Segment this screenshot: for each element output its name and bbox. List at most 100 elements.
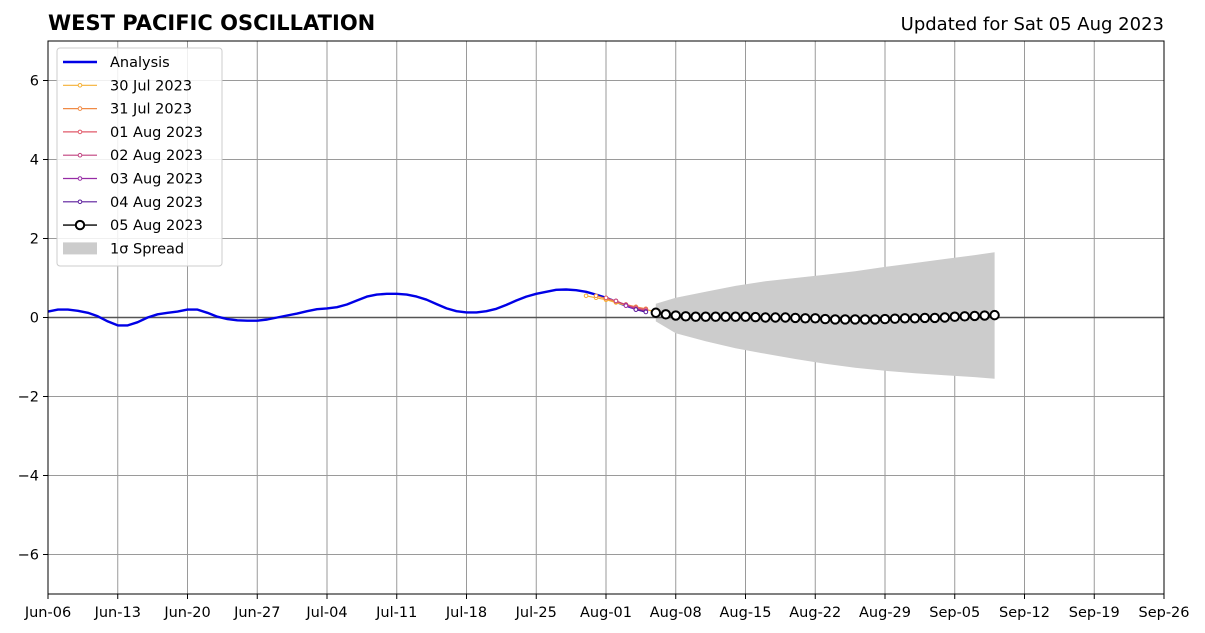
latest-forecast-point [949,311,960,322]
y-tick-label: −6 [18,548,39,564]
forecast-point [603,295,609,301]
latest-forecast-point [869,314,881,325]
series-analysis [47,288,647,327]
latest-forecast-point [899,313,911,324]
x-tick-label: Sep-05 [929,605,980,621]
latest-forecast-point [770,312,781,323]
series-forecast [633,307,649,315]
latest-forecast-point [820,313,831,325]
y-tick-label: −2 [18,390,39,406]
latest-forecast-point [720,311,731,322]
latest-forecast-point [959,311,970,322]
updated-date: Updated for Sat 05 Aug 2023 [901,14,1164,35]
forecast-point [593,293,599,299]
legend: Analysis 30 Jul 2023 31 Jul 2023 01 Aug 202… [56,47,223,267]
x-tick-label: Jul-18 [445,605,487,621]
legend-item: 31 Jul 2023 [63,102,192,118]
series [47,288,1000,327]
latest-forecast-point [859,314,871,325]
forecast-point [643,309,649,315]
legend-label: 30 Jul 2023 [110,78,192,94]
legend-label: 1σ Spread [110,241,184,257]
latest-forecast-point [829,314,841,325]
latest-forecast-point [680,311,691,322]
legend-item: 30 Jul 2023 [63,78,192,94]
latest-forecast-point [929,312,941,324]
forecast-point [623,303,629,308]
latest-forecast-point [839,314,851,325]
legend-label: 04 Aug 2023 [110,195,203,211]
legend-marker [77,176,83,181]
x-tick-label: Aug-08 [650,605,702,621]
y-tick-label: 0 [30,311,39,327]
latest-forecast-point [979,310,990,321]
legend-label: 31 Jul 2023 [110,102,192,118]
latest-forecast-point [700,311,711,322]
chart-title: WEST PACIFIC OSCILLATION [48,11,375,35]
latest-forecast-point [650,307,662,318]
y-tick-label: 2 [30,232,39,248]
x-tick-label: Sep-19 [1069,605,1120,621]
forecast-point [613,298,619,304]
x-tick-label: Sep-12 [999,605,1050,621]
latest-forecast-point [790,312,801,324]
latest-forecast-point [919,312,931,324]
latest-forecast-point [690,311,701,322]
latest-forecast-point [939,312,950,323]
legend-item: 04 Aug 2023 [63,195,203,211]
x-tick-label: Jul-25 [515,605,557,621]
latest-forecast-point [730,311,741,322]
y-tick-label: 6 [30,74,39,90]
latest-forecast-point [780,312,791,323]
y-tick-label: 4 [30,153,39,169]
x-tick-label: Jun-27 [233,605,280,621]
legend-marker [77,106,83,111]
series-latest [650,307,1000,325]
forecast-point [633,307,639,312]
legend-item: 05 Aug 2023 [63,218,203,234]
legend-marker [77,199,83,205]
latest-forecast-point [670,310,681,321]
tick-labels: Jun-06 Jun-13 Jun-20 Jun-27 Jul-04 Jul-11 Jul-… [18,74,1190,622]
legend-label: 01 Aug 2023 [110,125,203,141]
x-tick-label: Aug-22 [789,605,841,621]
x-tick-label: Aug-15 [720,605,772,621]
latest-forecast-point [889,313,901,324]
forecast-point [583,293,589,299]
legend-item: Analysis [63,55,170,71]
legend-item: 01 Aug 2023 [63,125,203,141]
legend-marker [74,219,86,231]
latest-forecast-point [909,313,921,324]
forecast-line [615,300,647,312]
legend-marker [77,152,83,158]
latest-forecast-point [849,314,861,325]
latest-forecast-point [810,313,821,324]
latest-forecast-point [760,312,771,323]
x-tick-label: Jun-13 [94,605,141,621]
analysis-line [47,288,647,327]
legend-label: 02 Aug 2023 [110,148,203,164]
latest-forecast-point [969,310,980,322]
x-tick-label: Jun-20 [163,605,210,621]
x-tick-label: Aug-29 [859,605,911,621]
legend-label: Analysis [110,55,170,71]
legend-marker [77,83,83,88]
legend-swatch [63,242,97,255]
latest-forecast-point [989,309,1000,321]
x-tick-label: Jul-04 [305,605,347,621]
legend-label: 03 Aug 2023 [110,172,203,188]
latest-forecast-point [750,311,761,323]
legend-box [56,47,223,267]
x-tick-label: Jul-11 [375,605,417,621]
y-tick-label: −4 [18,469,39,485]
latest-forecast-point [660,309,671,320]
latest-forecast-point [800,313,811,324]
x-tick-label: Sep-26 [1138,605,1189,621]
x-tick-label: Aug-01 [580,605,632,621]
latest-forecast-point [710,311,721,322]
legend-label: 05 Aug 2023 [110,218,203,234]
legend-item: 02 Aug 2023 [63,148,203,164]
latest-forecast-point [740,311,751,322]
legend-marker [77,129,83,135]
